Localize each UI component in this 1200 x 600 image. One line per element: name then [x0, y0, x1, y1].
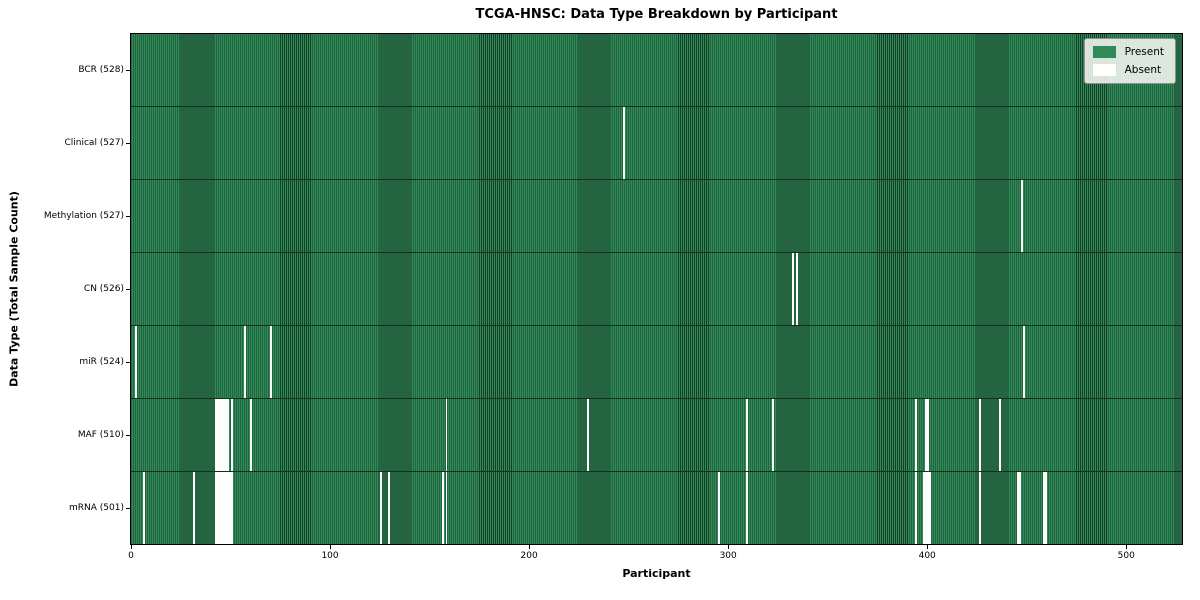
plot-area: Present Absent: [130, 33, 1183, 545]
absent-bar: [1018, 472, 1021, 544]
absent-bar: [586, 399, 589, 471]
x-tick-label: 300: [719, 551, 737, 561]
absent-bar: [222, 472, 225, 544]
absent-bar: [220, 472, 223, 544]
absent-bar: [142, 472, 145, 544]
absent-bar: [250, 399, 253, 471]
absent-bar: [718, 472, 721, 544]
absent-bar: [1022, 326, 1025, 398]
absent-bar: [214, 472, 217, 544]
legend-label-present: Present: [1124, 45, 1164, 58]
heatmap-row-methylation: [131, 179, 1182, 252]
y-tick-mark: [126, 434, 130, 436]
absent-bar: [220, 399, 223, 471]
y-tick-mark: [126, 143, 130, 145]
y-tick-label: Clinical (527): [64, 138, 124, 149]
chart-title: TCGA-HNSC: Data Type Breakdown by Partic…: [475, 7, 838, 22]
heatmap-row-maf: [131, 398, 1182, 471]
absent-bar: [379, 472, 382, 544]
heatmap-row-clinical: [131, 106, 1182, 179]
absent-bar: [978, 399, 981, 471]
y-tick-label: CN (526): [83, 284, 124, 294]
absent-bar: [915, 399, 918, 471]
absent-bar: [224, 399, 227, 471]
legend-label-absent: Absent: [1124, 63, 1162, 76]
absent-bar: [1042, 472, 1045, 544]
absent-bar: [1044, 472, 1047, 544]
absent-bar: [927, 399, 930, 471]
x-axis-label: Participant: [622, 567, 691, 580]
absent-bar: [226, 399, 229, 471]
absent-bar: [795, 253, 798, 325]
absent-bar: [445, 472, 448, 544]
absent-bar: [134, 326, 137, 398]
absent-bar: [387, 472, 390, 544]
absent-bar: [925, 399, 928, 471]
present-swatch-icon: [1092, 46, 1116, 58]
x-tick-label: 100: [321, 551, 339, 561]
y-tick-mark: [126, 289, 130, 290]
absent-bar: [214, 399, 217, 471]
absent-bar: [216, 399, 219, 471]
y-tick-mark: [126, 216, 130, 218]
absent-bar: [929, 472, 932, 544]
absent-bar: [746, 399, 749, 471]
absent-bar: [998, 399, 1001, 471]
legend-item-absent: Absent: [1092, 63, 1164, 76]
absent-bar: [923, 472, 926, 544]
y-tick-label: miR (524): [79, 356, 124, 367]
x-tick-mark: [927, 545, 929, 549]
y-tick-label: BCR (528): [78, 65, 124, 76]
absent-bar: [441, 472, 444, 544]
legend: Present Absent: [1083, 38, 1176, 84]
absent-bar: [218, 472, 221, 544]
y-tick-label: mRNA (501): [69, 502, 124, 513]
x-tick-mark: [131, 545, 132, 549]
y-tick-mark: [126, 507, 130, 509]
x-tick-label: 400: [918, 551, 936, 561]
absent-bar: [915, 472, 918, 544]
y-tick-mark: [126, 70, 130, 72]
absent-bar: [771, 399, 774, 471]
absent-bar: [978, 472, 981, 544]
x-tick-label: 200: [520, 551, 538, 561]
absent-bar: [192, 472, 195, 544]
x-tick-mark: [1126, 545, 1128, 549]
legend-item-present: Present: [1092, 45, 1164, 58]
x-tick-mark: [529, 545, 531, 549]
absent-bar: [445, 399, 448, 471]
absent-bar: [244, 326, 247, 398]
absent-bar: [224, 472, 227, 544]
absent-bar: [925, 472, 928, 544]
absent-bar: [1016, 472, 1019, 544]
heatmap-row-cn: [131, 252, 1182, 325]
y-tick-label: MAF (510): [77, 429, 124, 440]
x-tick-label: 500: [1117, 551, 1135, 561]
absent-bar: [216, 472, 219, 544]
absent-bar: [622, 107, 625, 179]
absent-bar: [1020, 180, 1023, 252]
absent-bar: [230, 399, 233, 471]
absent-swatch-icon: [1092, 64, 1116, 76]
absent-bar: [218, 399, 221, 471]
x-tick-mark: [728, 545, 730, 549]
absent-bar: [226, 472, 229, 544]
y-tick-label: Methylation (527): [43, 211, 124, 222]
absent-bar: [791, 253, 794, 325]
absent-bar: [927, 472, 930, 544]
absent-bar: [270, 326, 273, 398]
x-tick-label: 0: [128, 551, 134, 561]
heatmap-row-bcr: [131, 34, 1182, 106]
y-tick-mark: [126, 361, 130, 363]
absent-bar: [746, 472, 749, 544]
absent-bar: [228, 472, 231, 544]
x-tick-mark: [330, 545, 332, 549]
heatmap-row-mrna: [131, 471, 1182, 544]
absent-bar: [230, 472, 233, 544]
absent-bar: [222, 399, 225, 471]
heatmap-row-mir: [131, 325, 1182, 398]
